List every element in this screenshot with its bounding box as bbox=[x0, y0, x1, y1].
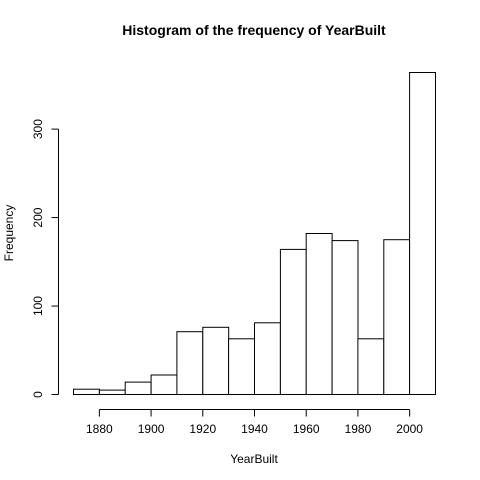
histogram-bar bbox=[279, 248, 307, 395]
histogram-bar bbox=[124, 381, 152, 396]
x-axis-label: YearBuilt bbox=[230, 452, 278, 466]
x-tick-label: 1920 bbox=[189, 422, 216, 436]
histogram-bar bbox=[254, 322, 281, 395]
histogram-bar bbox=[331, 240, 359, 395]
histogram-bar bbox=[357, 338, 385, 395]
histogram-bar bbox=[228, 338, 256, 395]
bars-group bbox=[73, 72, 437, 396]
y-axis-label: Frequency bbox=[2, 205, 16, 262]
histogram-bar bbox=[305, 233, 333, 395]
x-tick-label: 1880 bbox=[86, 422, 113, 436]
y-tick-label: 200 bbox=[31, 207, 45, 227]
y-tick-label: 300 bbox=[31, 119, 45, 139]
histogram-bar bbox=[73, 388, 100, 396]
histogram-bar bbox=[409, 72, 437, 395]
x-tick-label: 1960 bbox=[293, 422, 320, 436]
x-tick-label: 2000 bbox=[396, 422, 423, 436]
x-tick-label: 1900 bbox=[138, 422, 165, 436]
histogram-bar bbox=[383, 239, 411, 395]
x-axis: 1880 1900 1920 1940 1960 1980 2000 bbox=[86, 409, 423, 436]
chart-title: Histogram of the frequency of YearBuilt bbox=[122, 22, 386, 38]
histogram-bar bbox=[202, 326, 230, 395]
x-tick-label: 1980 bbox=[345, 422, 372, 436]
histogram-bar bbox=[176, 331, 204, 396]
x-tick-label: 1940 bbox=[241, 422, 268, 436]
y-tick-label: 0 bbox=[31, 391, 45, 398]
histogram-bar bbox=[98, 389, 126, 396]
y-axis: 0 100 200 300 bbox=[31, 119, 59, 398]
y-tick-label: 100 bbox=[31, 296, 45, 316]
histogram-bar bbox=[150, 374, 178, 395]
